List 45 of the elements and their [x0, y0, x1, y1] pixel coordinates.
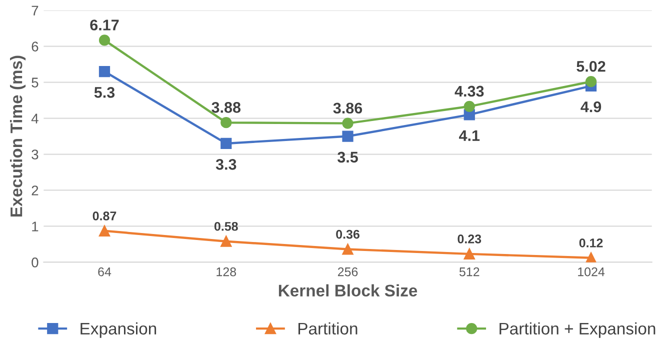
legend-label: Partition: [298, 322, 358, 335]
x-axis-title: Kernel Block Size: [278, 284, 418, 297]
data-label: 0.12: [579, 238, 603, 248]
point: [342, 118, 354, 129]
data-label: 5.3: [94, 87, 115, 98]
y-tick-label: 6: [32, 42, 38, 52]
data-label: 0.36: [336, 230, 360, 239]
point: [220, 236, 232, 247]
data-label: 5.02: [576, 60, 606, 72]
y-tick-label: 7: [32, 6, 38, 16]
x-tick-label: 128: [216, 267, 236, 276]
data-label: 3.86: [333, 102, 362, 114]
point: [464, 248, 475, 260]
x-tick-label: 64: [98, 267, 112, 276]
y-tick-label: 5: [32, 78, 38, 88]
point: [342, 130, 354, 142]
y-tick-label: 2: [32, 186, 38, 196]
data-label: 3.5: [337, 152, 358, 163]
legend-label: Partition + Expansion: [500, 322, 656, 338]
point: [585, 76, 597, 88]
point: [342, 244, 354, 255]
y-tick-label: 4: [31, 114, 38, 124]
point: [220, 138, 232, 150]
data-label: 4.33: [454, 86, 484, 97]
y-tick-label: 0: [32, 258, 38, 268]
y-tick-label: 1: [32, 222, 38, 232]
data-label: 0.87: [92, 212, 116, 220]
data-label: 3.3: [216, 158, 236, 170]
point: [98, 34, 110, 46]
point: [98, 225, 110, 236]
data-label: 4.9: [580, 101, 602, 112]
data-label: 6.17: [90, 20, 119, 30]
x-tick-label: 512: [459, 267, 480, 276]
legend-label: Expansion: [80, 322, 156, 338]
point: [98, 66, 110, 78]
data-label: 0.58: [214, 222, 238, 231]
point: [464, 100, 475, 112]
y-axis-title: Execution Time (ms): [10, 56, 26, 217]
y-tick-label: 3: [32, 150, 38, 160]
point: [220, 117, 232, 128]
x-tick-label: 1024: [578, 267, 605, 276]
x-tick-label: 256: [338, 267, 358, 276]
data-label: 0.23: [458, 234, 482, 244]
data-label: 4.1: [459, 130, 480, 141]
data-label: 3.88: [212, 102, 241, 113]
